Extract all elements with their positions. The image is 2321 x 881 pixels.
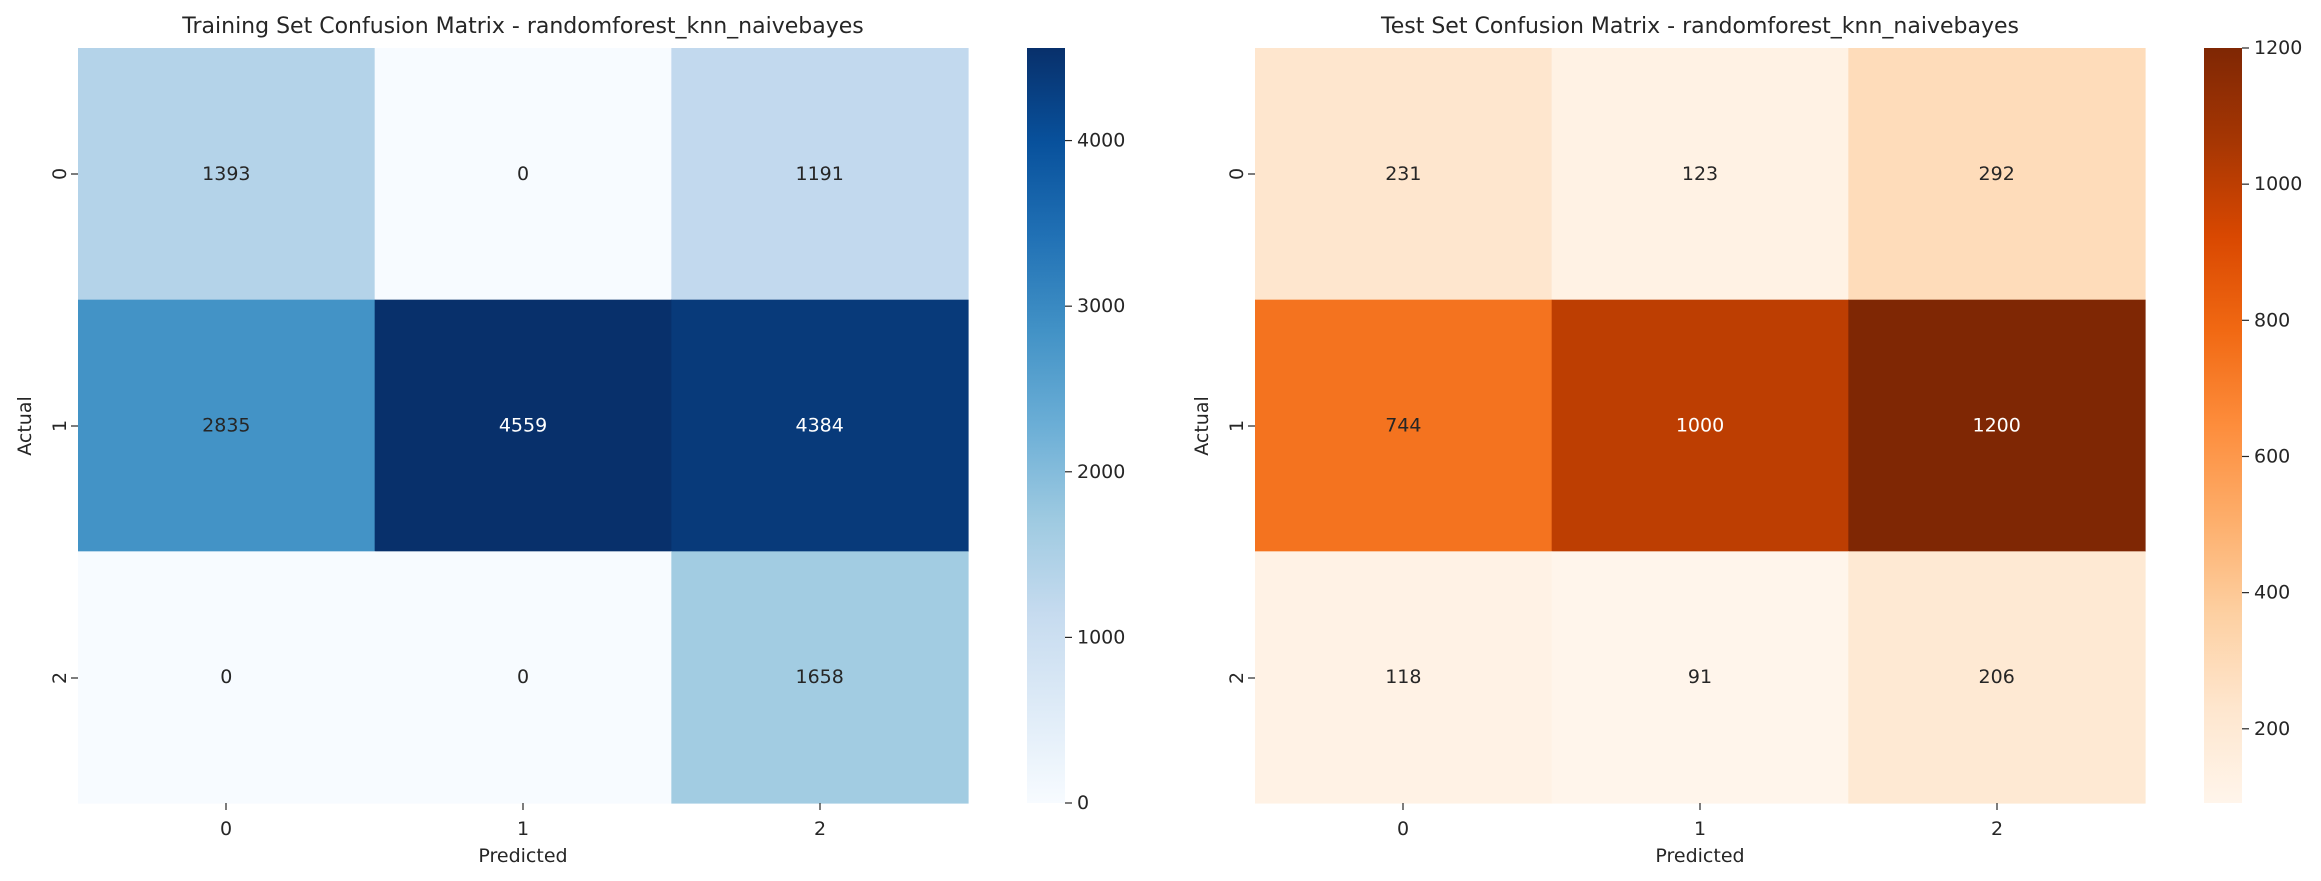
test-colorbar: 200 400 600 800 1000 1200 <box>2204 37 2302 803</box>
test-heatmap-cell <box>1255 299 1553 552</box>
test-colorbar-gradient <box>2204 48 2242 803</box>
test-cell-value-label: 231 <box>1385 163 1421 185</box>
test-heatmap-cell <box>1848 299 2146 552</box>
training-heatmap-cell <box>78 299 376 552</box>
training-heatmap-cell <box>374 299 672 552</box>
test-heatmap-cell <box>1551 48 1849 301</box>
test-x-axis-label: Predicted <box>1655 845 1744 867</box>
test-cell-value-label: 1000 <box>1676 415 1724 437</box>
training-y-axis-label: Actual <box>14 396 36 456</box>
test-cell-value-label: 292 <box>1979 163 2015 185</box>
training-cells <box>78 48 969 804</box>
training-cell-value-label: 1191 <box>795 163 843 185</box>
training-colorbar-gradient <box>1027 48 1065 803</box>
training-x-tick-label: 1 <box>517 818 529 840</box>
test-colorbar-tick-label: 200 <box>2254 718 2290 740</box>
test-cells <box>1255 48 2146 804</box>
training-x-axis-label: Predicted <box>478 845 567 867</box>
test-y-tick-label: 0 <box>1226 168 1248 180</box>
training-cell-value-label: 0 <box>517 163 529 185</box>
test-colorbar-tick-label: 1200 <box>2254 37 2302 59</box>
training-x-tick-label: 2 <box>814 818 826 840</box>
training-heatmap-cell <box>671 551 969 804</box>
training-heatmap-cell <box>374 48 672 301</box>
test-heatmap-cell <box>1551 299 1849 552</box>
training-colorbar: 0 1000 2000 3000 4000 <box>1027 48 1125 814</box>
training-chart: Training Set Confusion Matrix - randomfo… <box>14 14 1125 867</box>
test-heatmap-cell <box>1551 551 1849 804</box>
test-colorbar-tick-label: 400 <box>2254 582 2290 604</box>
test-heatmap-cell <box>1255 48 1553 301</box>
training-cell-value-label: 0 <box>220 666 232 688</box>
training-y-tick-label: 2 <box>49 672 71 684</box>
test-x-tick-label: 0 <box>1397 818 1409 840</box>
training-x-ticks: 0 1 2 <box>220 803 826 840</box>
training-colorbar-tick-label: 0 <box>1077 792 1089 814</box>
test-cell-labels: 231 123 292 744 1000 1200 118 91 206 <box>1385 163 2021 688</box>
test-chart: Test Set Confusion Matrix - randomforest… <box>1191 14 2302 867</box>
training-cell-value-label: 0 <box>517 666 529 688</box>
training-y-tick-label: 0 <box>49 168 71 180</box>
training-chart-title: Training Set Confusion Matrix - randomfo… <box>181 14 863 39</box>
training-cell-value-label: 1658 <box>795 666 843 688</box>
test-colorbar-tick-label: 800 <box>2254 309 2290 331</box>
test-heatmap-cell <box>1848 48 2146 301</box>
training-colorbar-tick-label: 2000 <box>1077 461 1125 483</box>
training-heatmap-cell <box>671 48 969 301</box>
training-cell-value-label: 2835 <box>202 415 250 437</box>
test-x-tick-label: 2 <box>1991 818 2003 840</box>
test-heatmap-cell <box>1255 551 1553 804</box>
training-y-tick-label: 1 <box>49 420 71 432</box>
test-y-tick-label: 2 <box>1226 672 1248 684</box>
test-cell-value-label: 744 <box>1385 415 1421 437</box>
training-heatmap-cell <box>374 551 672 804</box>
training-cell-value-label: 4559 <box>499 415 547 437</box>
training-heatmap: 1393 0 1191 2835 4559 4384 0 0 1658 <box>78 48 969 804</box>
test-x-ticks: 0 1 2 <box>1397 803 2003 840</box>
training-y-ticks: 0 1 2 <box>49 168 78 684</box>
training-colorbar-ticks: 0 1000 2000 3000 4000 <box>1065 130 1125 814</box>
training-colorbar-tick-label: 4000 <box>1077 130 1125 152</box>
test-colorbar-tick-label: 600 <box>2254 445 2290 467</box>
training-heatmap-cell <box>78 48 376 301</box>
test-heatmap-cell <box>1848 551 2146 804</box>
training-cell-value-label: 4384 <box>795 415 843 437</box>
training-colorbar-tick-label: 1000 <box>1077 626 1125 648</box>
test-colorbar-ticks: 200 400 600 800 1000 1200 <box>2242 37 2302 740</box>
test-cell-value-label: 1200 <box>1972 415 2020 437</box>
test-cell-value-label: 123 <box>1682 163 1718 185</box>
training-cell-value-label: 1393 <box>202 163 250 185</box>
training-colorbar-tick-label: 3000 <box>1077 295 1125 317</box>
training-heatmap-cell <box>671 299 969 552</box>
test-colorbar-tick-label: 1000 <box>2254 173 2302 195</box>
test-chart-title: Test Set Confusion Matrix - randomforest… <box>1380 14 2019 39</box>
training-heatmap-cell <box>78 551 376 804</box>
test-cell-value-label: 206 <box>1979 666 2015 688</box>
test-cell-value-label: 118 <box>1385 666 1421 688</box>
training-x-tick-label: 0 <box>220 818 232 840</box>
test-heatmap: 231 123 292 744 1000 1200 118 91 206 <box>1255 48 2146 804</box>
test-x-tick-label: 1 <box>1694 818 1706 840</box>
test-y-tick-label: 1 <box>1226 420 1248 432</box>
test-y-axis-label: Actual <box>1191 396 1213 456</box>
test-y-ticks: 0 1 2 <box>1226 168 1255 684</box>
test-cell-value-label: 91 <box>1688 666 1712 688</box>
training-cell-labels: 1393 0 1191 2835 4559 4384 0 0 1658 <box>202 163 844 688</box>
